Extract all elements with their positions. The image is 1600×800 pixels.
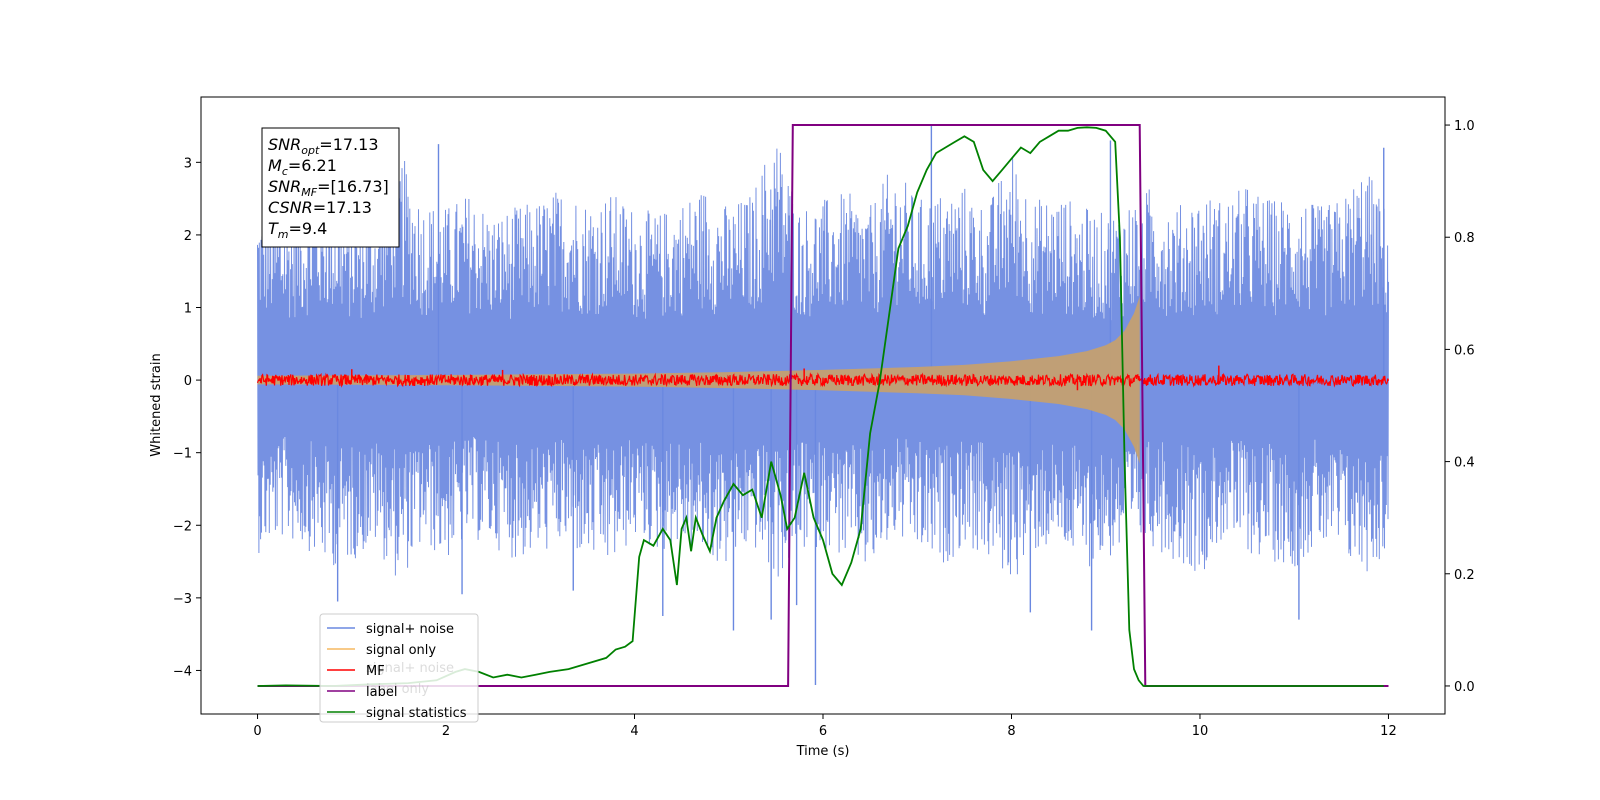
y2-tick-label: 0.2 xyxy=(1454,568,1475,583)
y-tick-label: 2 xyxy=(184,229,192,244)
info-box-symbol: CSNR xyxy=(268,198,313,217)
info-box-value: =[16.73] xyxy=(317,177,389,196)
y2-tick-label: 0.8 xyxy=(1454,231,1475,246)
legend-label: signal only xyxy=(366,643,436,658)
ghost-legend-label: signal+ noise xyxy=(366,661,454,676)
x-tick-label: 4 xyxy=(630,724,638,739)
y2-tick-label: 0.4 xyxy=(1454,456,1475,471)
info-box-row: SNRMF=[16.73] xyxy=(268,177,389,199)
info-box-value: =17.13 xyxy=(319,135,378,154)
x-axis-label: Time (s) xyxy=(796,744,850,759)
y-tick-label: −3 xyxy=(173,592,192,607)
x-tick-label: 12 xyxy=(1380,724,1397,739)
info-box-subscript: MF xyxy=(301,186,317,199)
info-box-value: =6.21 xyxy=(288,156,337,175)
y2-tick-label: 0.0 xyxy=(1454,680,1475,695)
legend-label: signal statistics xyxy=(366,706,467,721)
info-box-subscript: m xyxy=(278,228,289,241)
x-tick-label: 8 xyxy=(1007,724,1015,739)
ghost-legend-label: label only xyxy=(366,682,429,697)
info-box-value: =9.4 xyxy=(289,219,328,238)
series-signal-statistics xyxy=(257,126,1384,687)
series-signal-noise xyxy=(257,148,1389,577)
y2-tick-label: 0.6 xyxy=(1454,343,1475,358)
info-box-subscript: opt xyxy=(301,144,320,157)
info-box-symbol: SNR xyxy=(268,177,301,196)
y-axis-label: Whitened strain xyxy=(149,353,164,456)
x-tick-label: 0 xyxy=(253,724,261,739)
info-box-row: Mc=6.21 xyxy=(268,156,337,178)
series-mf xyxy=(256,372,1390,388)
x-tick-label: 2 xyxy=(442,724,450,739)
info-box-row: CSNR=17.13 xyxy=(268,198,372,217)
info-box-value: =17.13 xyxy=(313,198,372,217)
y-tick-label: −1 xyxy=(173,447,192,462)
y-tick-label: 0 xyxy=(184,374,192,389)
x-tick-label: 6 xyxy=(819,724,827,739)
info-box-symbol: M xyxy=(268,156,282,175)
y-tick-label: −2 xyxy=(173,519,192,534)
legend-label: MF xyxy=(366,664,385,679)
info-box-frame xyxy=(261,127,400,248)
plot-area xyxy=(256,124,1390,687)
info-box-row: SNRopt=17.13 xyxy=(268,135,379,157)
info-box-subscript: c xyxy=(282,165,288,178)
legend-frame xyxy=(319,613,479,723)
info-box-symbol: T xyxy=(268,219,279,238)
y-tick-label: 1 xyxy=(184,302,192,317)
x-tick-label: 10 xyxy=(1192,724,1209,739)
y-tick-label: 3 xyxy=(184,156,192,171)
legend-label: signal+ noise xyxy=(366,622,454,637)
legend-label: label xyxy=(366,685,397,700)
info-box-row: Tm=9.4 xyxy=(268,219,327,241)
y-tick-label: −4 xyxy=(173,664,192,679)
info-box: SNRopt=17.13Mc=6.21SNRMF=[16.73]CSNR=17.… xyxy=(261,127,400,248)
legend: signal+ noise label only signal+ noise sign… xyxy=(319,613,479,723)
y2-tick-label: 1.0 xyxy=(1454,119,1475,134)
info-box-symbol: SNR xyxy=(268,135,301,154)
